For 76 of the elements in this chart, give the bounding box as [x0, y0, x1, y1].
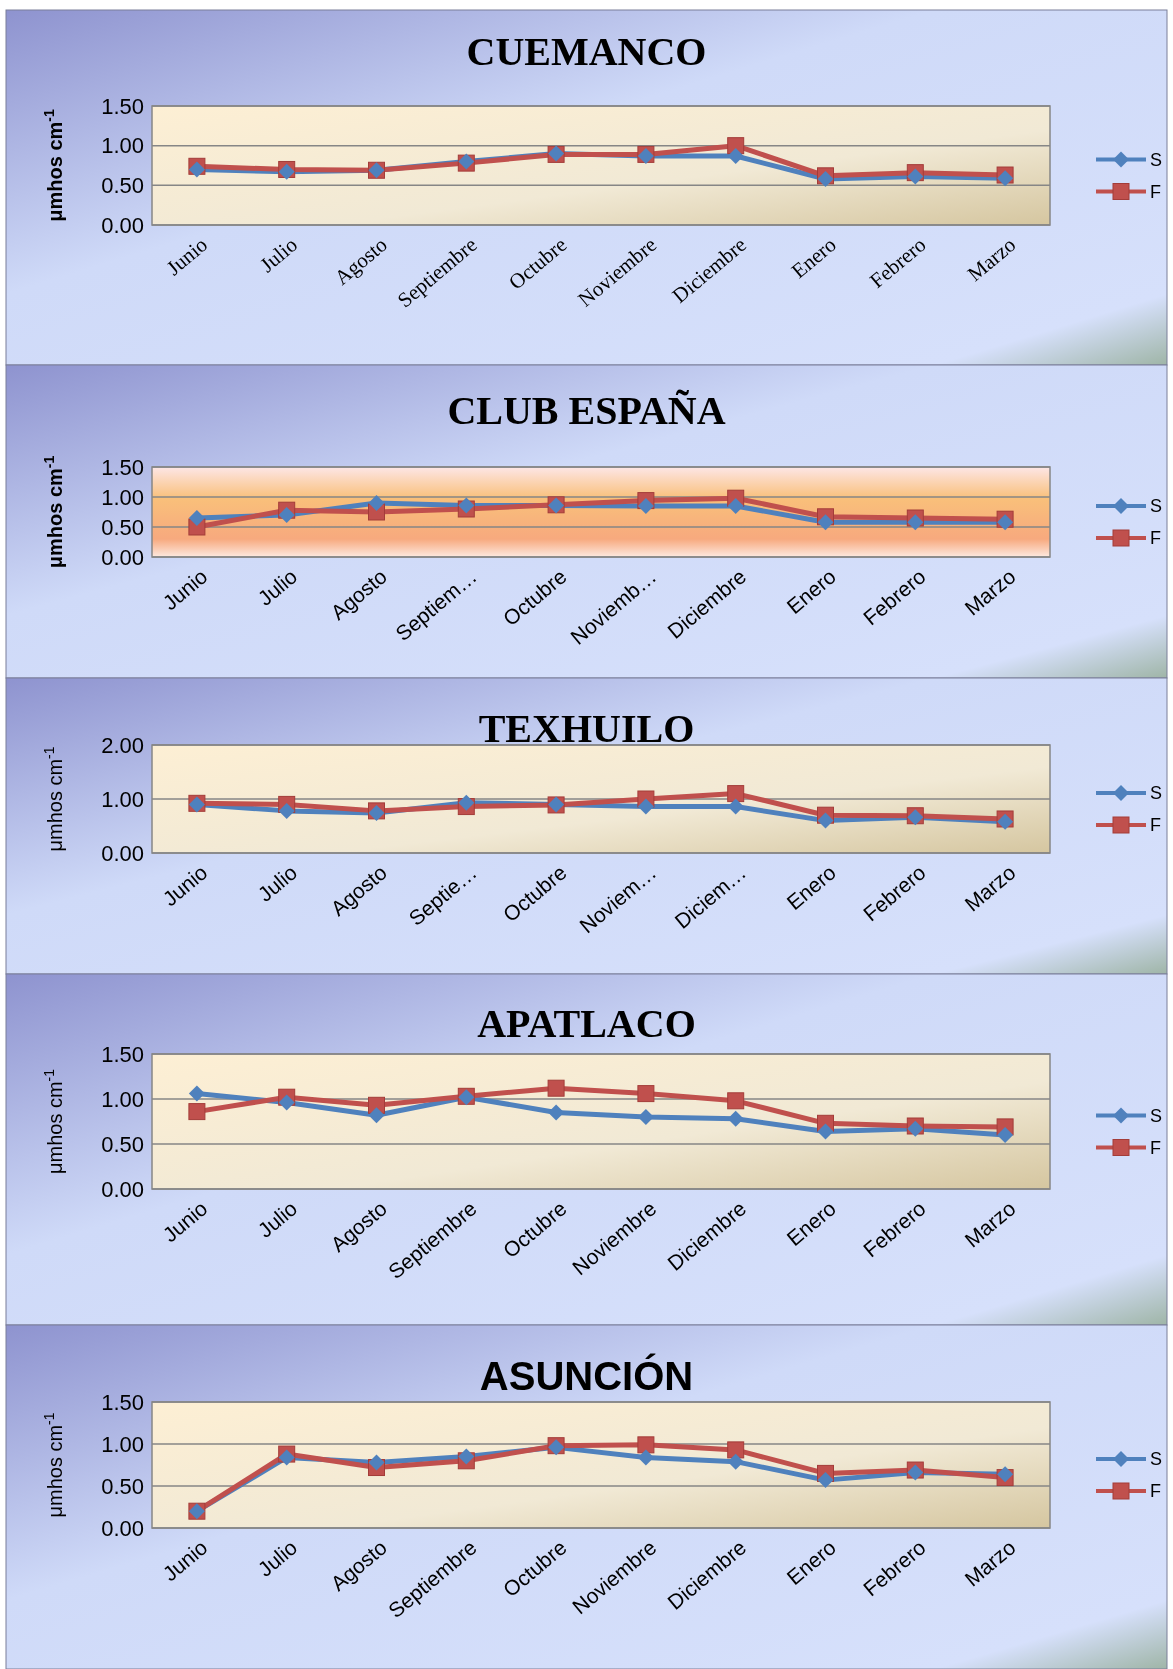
legend-label: F	[1150, 528, 1161, 549]
point	[727, 785, 745, 803]
legend-label: S	[1150, 1449, 1163, 1470]
point	[727, 498, 744, 514]
point	[458, 794, 475, 811]
point	[368, 1454, 385, 1471]
y-tick-label: 1.50	[101, 93, 144, 119]
point	[278, 1094, 295, 1111]
y-tick-label: 0.00	[101, 1515, 144, 1541]
y-tick-label: 0.50	[101, 173, 144, 199]
legend-label: F	[1150, 1137, 1161, 1158]
point	[727, 147, 744, 164]
point	[997, 170, 1014, 187]
y-tick-label: 1.50	[101, 1041, 144, 1067]
point	[817, 1123, 834, 1140]
point	[817, 812, 834, 829]
y-tick-label: 1.00	[101, 786, 144, 812]
point	[188, 510, 205, 526]
point	[637, 1085, 655, 1103]
legend-label: S	[1150, 783, 1163, 804]
point	[727, 1092, 745, 1110]
y-tick-label: 2.00	[101, 732, 144, 758]
y-tick-label: 0.00	[101, 1176, 144, 1202]
point	[637, 1436, 655, 1454]
y-tick-label: 1.00	[101, 484, 144, 510]
point	[817, 1472, 834, 1489]
point	[637, 1449, 654, 1466]
chart-title: CLUB ESPAÑA	[447, 388, 726, 433]
point	[637, 498, 654, 514]
y-tick-label: 1.50	[101, 1389, 144, 1415]
x-tick-label: Julio	[253, 1196, 302, 1242]
point	[188, 161, 205, 178]
legend-label: S	[1150, 496, 1163, 517]
chart-title: ASUNCIÓN	[479, 1353, 694, 1398]
point	[188, 1103, 206, 1121]
legend-label: F	[1150, 181, 1161, 202]
y-tick-label: 1.00	[101, 1431, 144, 1457]
point	[907, 514, 924, 531]
point	[368, 495, 385, 511]
y-tick-label: 0.50	[101, 1473, 144, 1499]
legend-label: F	[1150, 815, 1161, 836]
point	[278, 507, 295, 523]
point	[278, 1449, 295, 1466]
y-tick-label: 1.00	[101, 1086, 144, 1112]
y-tick-label: 0.00	[101, 840, 144, 866]
y-tick-label: 0.50	[101, 514, 144, 540]
point	[458, 497, 475, 514]
chart-title: TEXHUILO	[478, 706, 695, 751]
point	[548, 1104, 565, 1121]
chart-title: APATLACO	[477, 1001, 696, 1046]
legend-label: F	[1150, 1481, 1161, 1502]
x-tick-label: Julio	[253, 564, 302, 610]
point	[188, 1085, 205, 1102]
point	[547, 1079, 565, 1097]
point	[278, 802, 295, 819]
y-tick-label: 0.00	[101, 212, 144, 238]
y-tick-label: 0.50	[101, 1131, 144, 1157]
y-tick-label: 1.00	[101, 133, 144, 159]
point	[997, 1127, 1014, 1143]
x-tick-label: Junio	[161, 232, 213, 281]
y-tick-label: 1.50	[101, 454, 144, 480]
point	[817, 514, 834, 531]
point	[458, 1448, 475, 1465]
legend-label: S	[1150, 149, 1163, 170]
point	[907, 168, 924, 185]
x-tick-label: Julio	[253, 860, 302, 906]
point	[997, 1466, 1014, 1483]
chart-title: CUEMANCO	[466, 29, 707, 74]
point	[368, 1107, 385, 1124]
legend-label: S	[1150, 1105, 1163, 1126]
x-tick-label: Julio	[255, 232, 302, 278]
point	[727, 1441, 745, 1459]
point	[637, 798, 654, 815]
y-tick-label: 0.00	[101, 544, 144, 570]
point	[997, 514, 1014, 531]
x-tick-label: Julio	[253, 1535, 302, 1581]
